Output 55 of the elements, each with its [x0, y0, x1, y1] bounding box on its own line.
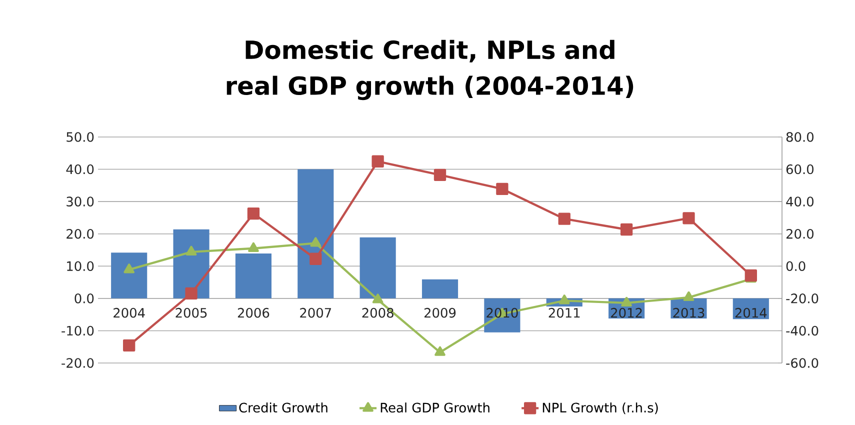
point: [310, 252, 322, 265]
x-tick-label: 2014: [735, 308, 767, 318]
y2-tick-label: 60.0: [786, 164, 814, 174]
x-tick-label: 2009: [424, 308, 456, 318]
point: [620, 223, 633, 236]
y-tick-label: 10.0: [67, 261, 94, 272]
y-tick-label: 40.0: [66, 164, 94, 174]
x-tick-label: 2007: [300, 308, 332, 318]
point: [186, 246, 197, 256]
x-tick-label: 2006: [238, 308, 270, 318]
point: [683, 291, 694, 302]
point: [372, 155, 384, 168]
x-tick-label: 2005: [176, 308, 207, 318]
bar: [235, 254, 272, 298]
y2-tick-label: 80.0: [786, 132, 814, 142]
bar: [111, 252, 148, 298]
point: [558, 294, 570, 304]
x-tick-label: 2011: [548, 308, 580, 318]
y-tick-label: 20.0: [66, 228, 94, 239]
legend-label: Real GDP Growth: [380, 402, 490, 413]
point: [434, 346, 446, 356]
point: [682, 212, 695, 224]
y2-tick-label: -40.0: [786, 326, 818, 336]
point: [372, 294, 384, 304]
point: [496, 182, 508, 196]
y2-tick-label: 0.0: [786, 261, 806, 272]
bar: [298, 169, 334, 298]
y2-tick-label: 20.0: [786, 228, 814, 239]
y-tick-label: 50.0: [66, 132, 94, 142]
bar: [422, 279, 458, 298]
chart-title: Domestic Credit, NPLs and real GDP growth (2004-2014): [226, 40, 634, 100]
y2-tick-label: -20.0: [786, 294, 818, 304]
point: [123, 339, 136, 352]
point: [621, 296, 632, 307]
y2-tick-label: 40.0: [786, 196, 814, 206]
y2-tick-label: -60.0: [786, 358, 818, 368]
y-tick-label: -10.0: [62, 326, 94, 336]
point: [185, 287, 198, 300]
point: [247, 207, 260, 220]
point: [744, 269, 757, 282]
point: [434, 168, 446, 182]
point: [558, 212, 570, 225]
x-tick-label: 2008: [362, 308, 394, 318]
legend-label: Credit Growth: [239, 402, 328, 413]
point: [310, 237, 322, 247]
x-tick-label: 2013: [673, 308, 704, 318]
point: [248, 242, 259, 252]
bar: [360, 237, 396, 298]
y-tick-label: 0.0: [74, 294, 94, 304]
y-tick-label: -20.0: [62, 358, 94, 368]
x-tick-label: 2004: [114, 308, 145, 318]
legend-label: NPL Growth (r.h.s): [542, 402, 658, 414]
y-tick-label: 30.0: [66, 196, 94, 206]
point: [124, 264, 134, 274]
x-tick-label: 2012: [611, 308, 642, 318]
